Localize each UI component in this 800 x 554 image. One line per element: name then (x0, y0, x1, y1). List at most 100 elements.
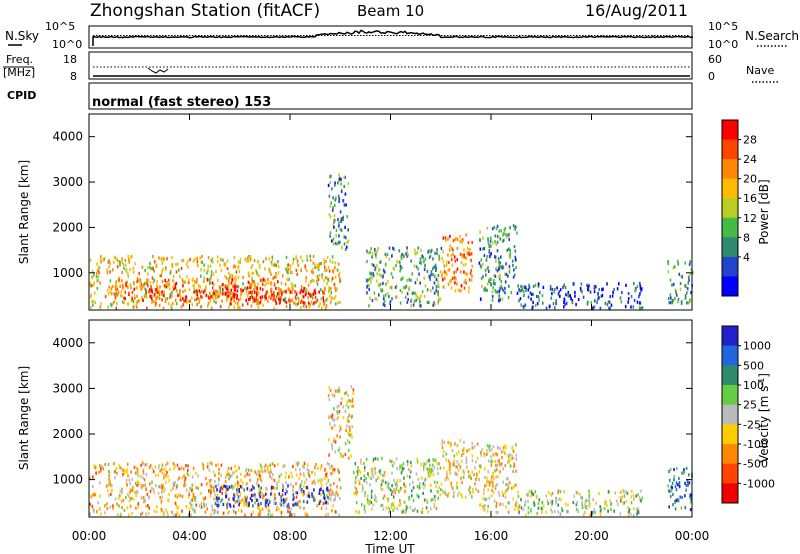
power-data-cell (668, 301, 671, 305)
power-data-cell (198, 300, 200, 304)
power-data-cell (458, 289, 461, 293)
power-data-cell (217, 260, 219, 264)
power-data-cell (434, 274, 436, 278)
velocity-data-cell (363, 478, 366, 482)
power-data-cell (115, 256, 117, 260)
velocity-data-cell (257, 502, 260, 506)
power-data-cell (223, 262, 226, 266)
velocity-data-cell (328, 453, 330, 457)
power-data-cell (128, 291, 130, 295)
velocity-data-cell (355, 492, 358, 496)
velocity-data-cell (670, 485, 673, 489)
velocity-data-cell (490, 463, 493, 467)
power-data-cell (442, 249, 444, 253)
velocity-data-cell (226, 505, 228, 510)
power-data-cell (145, 281, 147, 285)
power-data-cell (279, 300, 281, 305)
power-data-cell (580, 288, 582, 292)
velocity-data-cell (369, 483, 371, 487)
power-data-cell (508, 270, 511, 274)
velocity-data-cell (432, 497, 434, 501)
velocity-data-cell (377, 476, 380, 480)
velocity-data-cell (242, 481, 244, 485)
power-data-cell (326, 282, 328, 286)
velocity-data-cell (128, 513, 130, 517)
velocity-data-cell (381, 503, 384, 507)
velocity-data-cell (148, 495, 150, 499)
power-data-cell (442, 278, 444, 282)
power-data-cell (451, 277, 454, 281)
power-data-cell (287, 287, 290, 291)
power-data-cell (155, 263, 158, 267)
power-data-cell (253, 296, 255, 300)
velocity-data-cell (471, 495, 473, 499)
power-data-cell (508, 237, 510, 241)
velocity-data-cell (584, 503, 586, 507)
power-data-cell (272, 276, 274, 280)
power-data-cell (423, 294, 426, 298)
velocity-data-cell (232, 485, 235, 489)
power-data-cell (264, 267, 266, 271)
noise-right-tick-bottom: 10^0 (708, 38, 738, 51)
power-data-cell (229, 294, 231, 298)
power-data-cell (343, 242, 346, 246)
velocity-data-cell (144, 483, 146, 488)
power-data-cell (145, 291, 147, 295)
velocity-data-cell (93, 509, 95, 514)
velocity-data-cell (112, 504, 114, 508)
power-data-cell (563, 283, 565, 287)
velocity-data-cell (324, 476, 326, 480)
velocity-data-cell (517, 490, 519, 494)
velocity-data-cell (671, 486, 673, 490)
power-data-cell (419, 257, 422, 261)
power-data-cell (461, 238, 464, 242)
velocity-data-cell (216, 488, 218, 492)
power-data-cell (400, 278, 402, 282)
velocity-data-cell (337, 470, 340, 474)
velocity-data-cell (191, 488, 193, 493)
velocity-data-cell (575, 507, 578, 511)
velocity-data-cell (488, 448, 491, 453)
velocity-data-cell (108, 477, 110, 481)
velocity-colorbar-swatch (722, 483, 738, 504)
power-data-cell (268, 257, 271, 261)
power-data-cell (588, 284, 590, 288)
velocity-data-cell (379, 472, 382, 476)
velocity-data-cell (505, 482, 507, 487)
power-data-cell (401, 266, 403, 270)
power-data-cell (389, 300, 392, 304)
velocity-data-cell (197, 486, 199, 490)
velocity-data-cell (332, 492, 334, 496)
velocity-data-cell (191, 483, 194, 487)
velocity-data-cell (220, 474, 222, 478)
velocity-data-cell (528, 490, 530, 494)
power-data-cell (127, 285, 129, 289)
power-data-cell (479, 247, 482, 251)
velocity-data-cell (476, 456, 479, 460)
velocity-data-cell (159, 469, 161, 473)
velocity-data-cell (427, 471, 430, 475)
velocity-data-cell (422, 465, 425, 469)
power-data-cell (559, 288, 562, 292)
velocity-data-cell (284, 492, 287, 496)
velocity-data-cell (264, 469, 266, 473)
power-data-cell (486, 254, 488, 259)
power-data-cell (260, 297, 263, 301)
power-data-cell (311, 293, 313, 297)
power-data-cell (302, 300, 305, 305)
velocity-data-cell (290, 507, 292, 511)
power-data-cell (616, 287, 619, 291)
velocity-data-cell (292, 464, 294, 469)
power-data-cell (482, 247, 484, 251)
power-data-cell (410, 278, 412, 282)
power-data-cell (627, 300, 629, 304)
power-data-cell (335, 196, 337, 200)
power-data-cell (90, 305, 92, 310)
power-data-cell (368, 283, 370, 287)
velocity-data-cell (190, 503, 193, 507)
velocity-data-cell (458, 491, 460, 495)
power-data-cell (339, 279, 341, 283)
power-data-cell (508, 268, 511, 272)
velocity-data-cell (333, 394, 336, 398)
power-data-cell (627, 291, 630, 296)
